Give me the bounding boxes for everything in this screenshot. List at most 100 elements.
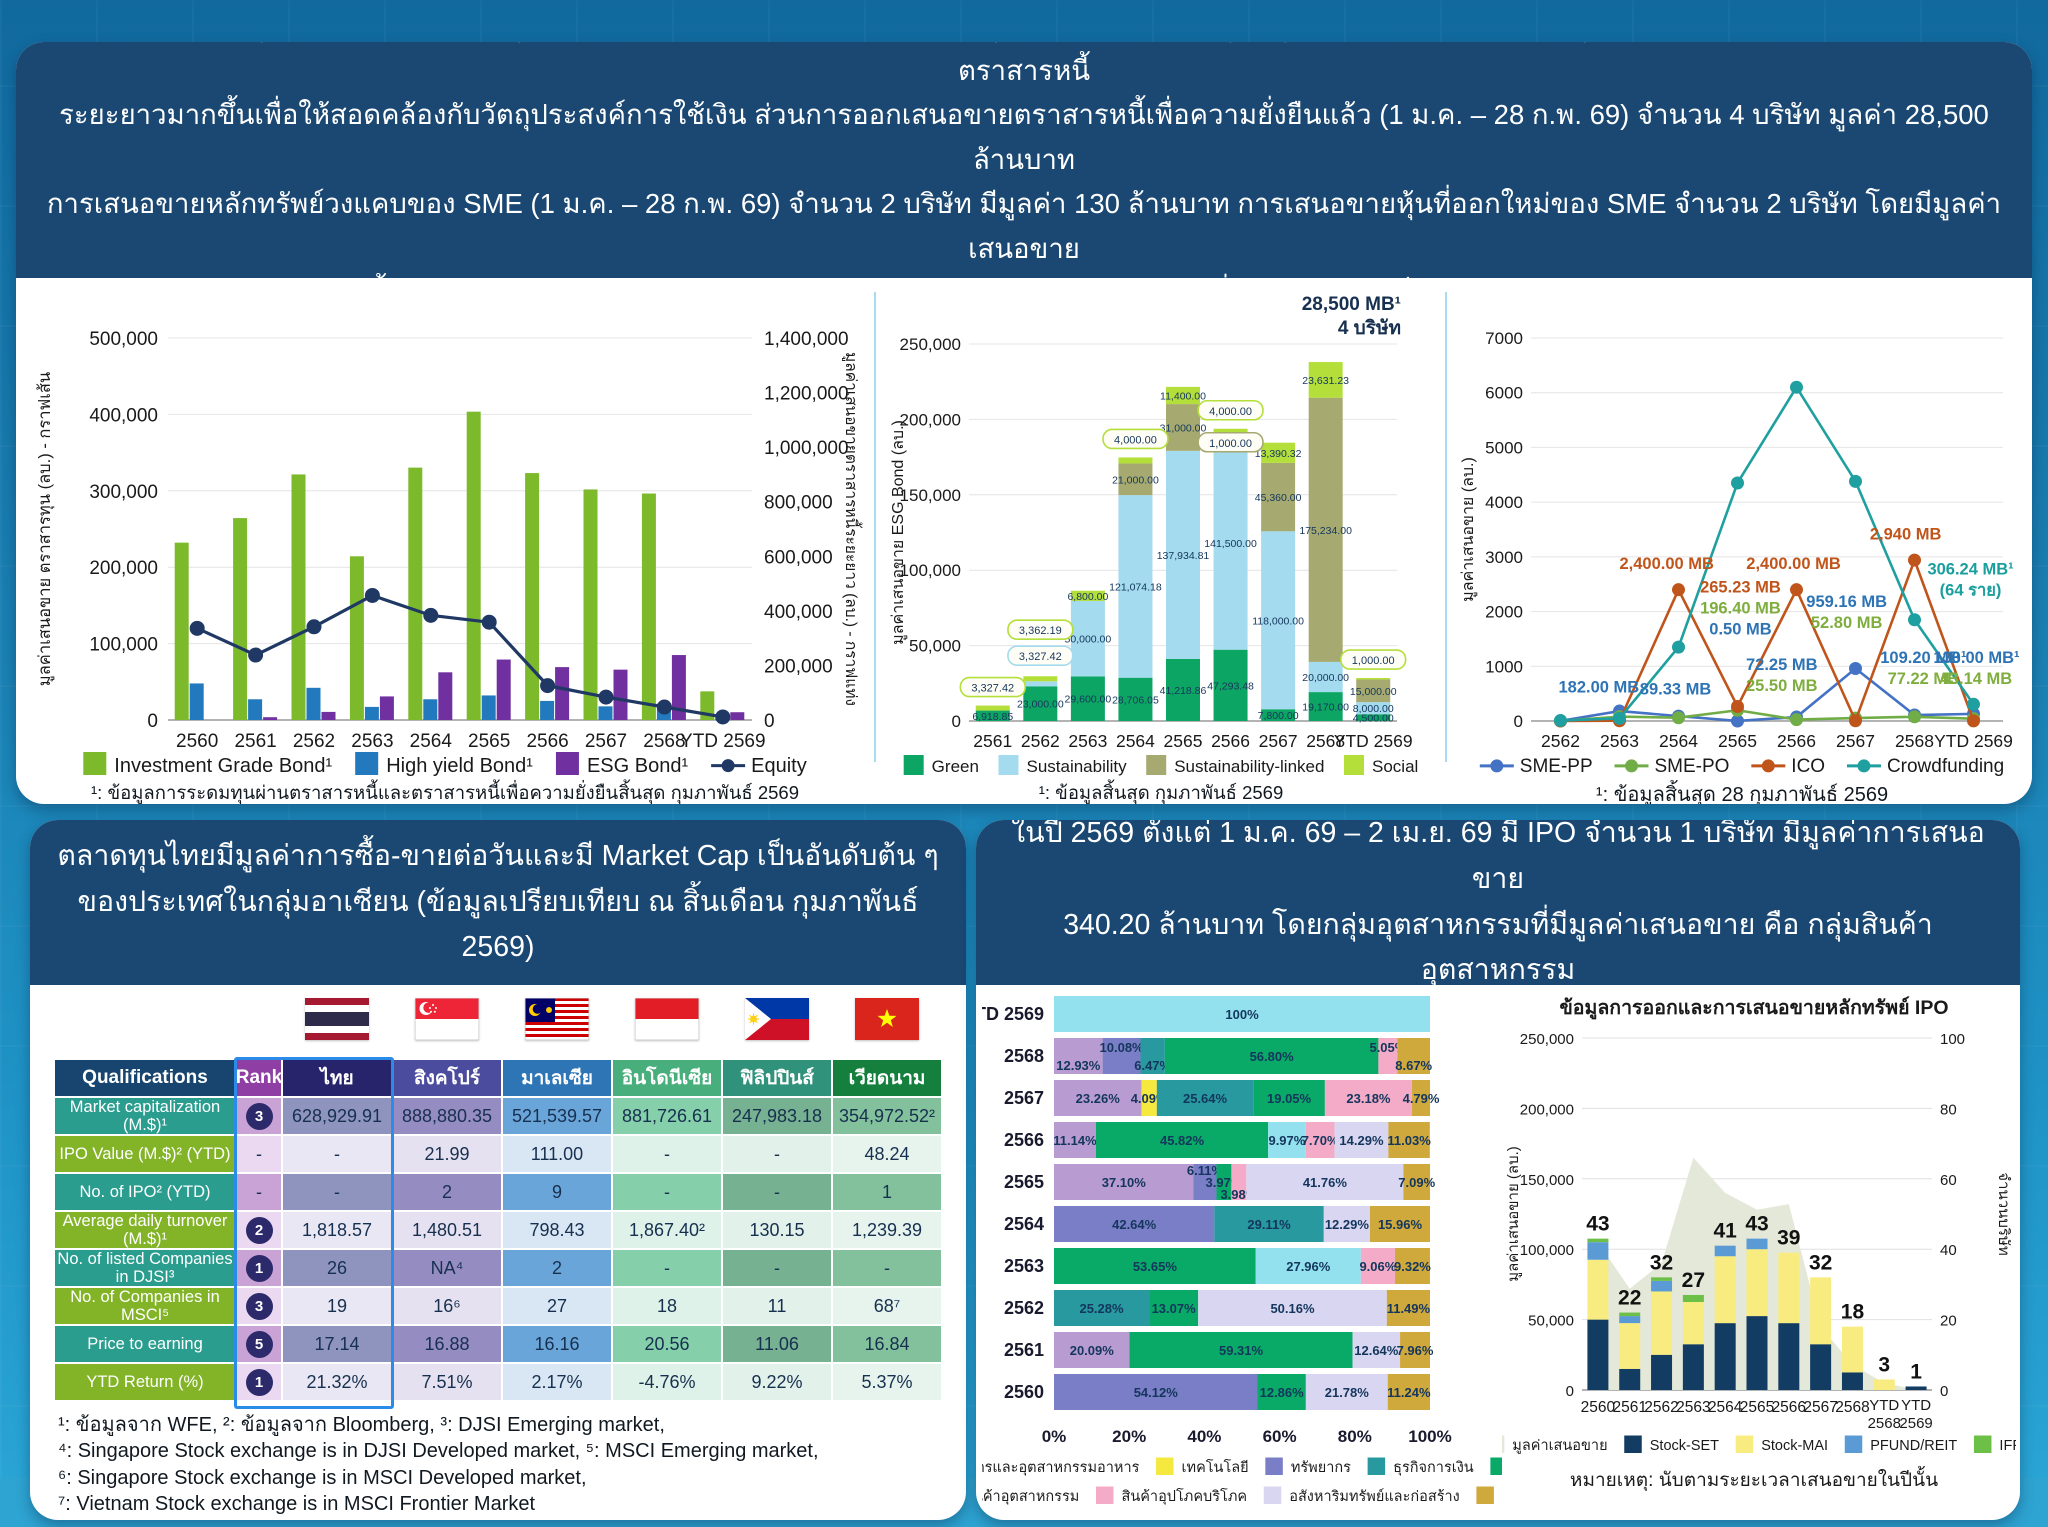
row-label: Price to earning xyxy=(55,1326,235,1362)
footnote-line: ⁶: Singapore Stock exchange is in MSCI D… xyxy=(58,1466,587,1489)
svg-text:13.07%: 13.07% xyxy=(1152,1301,1197,1316)
svg-text:2565: 2565 xyxy=(468,731,510,752)
svg-text:121,074.18: 121,074.18 xyxy=(1109,581,1162,593)
svg-text:50,000: 50,000 xyxy=(1528,1313,1574,1330)
svg-text:2560: 2560 xyxy=(1581,1399,1616,1416)
svg-text:2566: 2566 xyxy=(1777,731,1816,751)
svg-text:4,000.00: 4,000.00 xyxy=(1114,434,1157,446)
svg-text:¹: ข้อมูลการระดมทุนผ่านตราสารห: ¹: ข้อมูลการระดมทุนผ่านตราสารหนี้และตราส… xyxy=(91,779,799,804)
svg-text:2,940 MB: 2,940 MB xyxy=(1870,525,1942,543)
svg-text:150,000: 150,000 xyxy=(900,486,961,505)
svg-text:2568: 2568 xyxy=(1895,731,1934,751)
svg-text:100,000: 100,000 xyxy=(900,561,961,580)
svg-text:4,000.00: 4,000.00 xyxy=(1209,406,1252,418)
svg-text:ข้อมูลการออกและการเสนอขายหลักท: ข้อมูลการออกและการเสนอขายหลักทรัพย์ IPO xyxy=(1559,996,1948,1021)
svg-text:High yield Bond¹: High yield Bond¹ xyxy=(386,755,533,777)
svg-text:39: 39 xyxy=(1777,1227,1800,1250)
value-cell: - xyxy=(723,1136,831,1172)
svg-text:27: 27 xyxy=(1682,1269,1705,1292)
svg-text:0: 0 xyxy=(952,712,961,731)
svg-text:600,000: 600,000 xyxy=(764,547,833,568)
svg-text:22: 22 xyxy=(1618,1287,1641,1310)
svg-text:37.10%: 37.10% xyxy=(1102,1175,1147,1190)
flag-philippines-icon xyxy=(745,998,809,1040)
equity-line xyxy=(189,587,731,725)
svg-text:15.96%: 15.96% xyxy=(1378,1217,1423,1232)
value-cell: 1,818.57 xyxy=(283,1212,391,1248)
svg-text:41: 41 xyxy=(1714,1220,1738,1243)
svg-text:3,327.42: 3,327.42 xyxy=(971,683,1014,695)
svg-text:28,500 MB¹: 28,500 MB¹ xyxy=(1302,294,1401,315)
table-header-3: สิงคโปร์ xyxy=(393,1060,501,1096)
svg-text:0: 0 xyxy=(1940,1383,1948,1400)
svg-text:2566: 2566 xyxy=(1772,1399,1806,1416)
table-header-0: Qualifications xyxy=(55,1060,235,1096)
svg-text:2566: 2566 xyxy=(526,731,568,752)
svg-text:มูลค่าเสนอขาย ตราสารทุน (ลบ.): มูลค่าเสนอขาย ตราสารทุน (ลบ.) - กราฟเส้น xyxy=(36,372,55,686)
svg-text:2569: 2569 xyxy=(1899,1415,1932,1432)
svg-text:1: 1 xyxy=(1910,1360,1922,1383)
svg-text:9.06%: 9.06% xyxy=(1359,1259,1396,1274)
svg-text:141,500.00: 141,500.00 xyxy=(1204,538,1257,550)
svg-text:2563: 2563 xyxy=(1676,1399,1710,1416)
value-cell: 18 xyxy=(613,1288,721,1324)
svg-text:YTD 2569: YTD 2569 xyxy=(1334,731,1413,751)
rank-badge: 5 xyxy=(245,1330,273,1358)
value-cell: 16.84 xyxy=(833,1326,941,1362)
svg-text:2568: 2568 xyxy=(1004,1046,1044,1066)
footnote-line: ¹: ข้อมูลจาก WFE, ²: ข้อมูลจาก Bloomberg… xyxy=(58,1414,665,1436)
rank-badge: 1 xyxy=(245,1368,273,1396)
svg-text:100: 100 xyxy=(1940,1031,1965,1048)
svg-text:250,000: 250,000 xyxy=(1520,1031,1574,1048)
svg-text:60%: 60% xyxy=(1263,1427,1297,1446)
svg-text:11,400.00: 11,400.00 xyxy=(1160,390,1206,402)
svg-text:2562: 2562 xyxy=(293,731,335,752)
svg-text:3: 3 xyxy=(1878,1353,1890,1376)
rank-cell: 2 xyxy=(237,1212,281,1248)
svg-text:3,362.19: 3,362.19 xyxy=(1019,625,1062,637)
ipo-issuance-chart: ข้อมูลการออกและการเสนอขายหลักทรัพย์ IPO 0… xyxy=(1502,996,2016,1492)
market-table-footnotes: ¹: ข้อมูลจาก WFE, ²: ข้อมูลจาก Bloomberg… xyxy=(58,1412,819,1518)
banner-line-1: ในปี 2569 ภาคธุรกิจยังคงมีการระดมทุนอย่า… xyxy=(958,54,1090,86)
svg-text:2567: 2567 xyxy=(585,731,627,752)
svg-text:109.20 MB¹: 109.20 MB¹ xyxy=(1880,649,1966,667)
svg-text:29.11%: 29.11% xyxy=(1247,1217,1291,1232)
svg-text:23.18%: 23.18% xyxy=(1346,1091,1391,1106)
svg-text:100,000: 100,000 xyxy=(1520,1242,1574,1259)
svg-text:28,706.05: 28,706.05 xyxy=(1112,694,1159,706)
chart-divider xyxy=(1445,292,1447,762)
bar-series-3 xyxy=(263,655,745,720)
value-cell: 521,539.57 xyxy=(503,1098,611,1134)
svg-text:12.93%: 12.93% xyxy=(1056,1058,1101,1073)
svg-text:1,400,000: 1,400,000 xyxy=(764,329,849,350)
value-cell: 26 xyxy=(283,1250,391,1286)
svg-text:29,600.00: 29,600.00 xyxy=(1065,694,1112,706)
svg-text:YTD 2569: YTD 2569 xyxy=(982,1004,1044,1024)
svg-text:4,500.00: 4,500.00 xyxy=(1353,713,1394,725)
sme-ico-crowdfunding-chart: 0 1000 2000 3000 4000 5000 6000 7000 2562 2563 256… xyxy=(1460,329,2020,804)
svg-text:2565: 2565 xyxy=(1718,731,1757,751)
asean-market-card: ตลาดทุนไทยมีมูลค่าการซื้อ-ขายต่อวันและมี… xyxy=(30,820,966,1520)
svg-text:2566: 2566 xyxy=(1004,1130,1044,1150)
value-cell: - xyxy=(283,1174,391,1210)
svg-text:จำนวนบริษัท: จำนวนบริษัท xyxy=(1995,1172,2012,1256)
svg-text:11.14%: 11.14% xyxy=(1053,1133,1097,1148)
svg-text:Sustainability-linked: Sustainability-linked xyxy=(1174,757,1324,776)
svg-text:23.26%: 23.26% xyxy=(1076,1091,1121,1106)
svg-text:2567: 2567 xyxy=(1259,731,1298,751)
svg-text:50,000: 50,000 xyxy=(909,637,961,656)
rank-badge: 2 xyxy=(245,1216,273,1244)
svg-text:2567: 2567 xyxy=(1836,731,1875,751)
svg-text:2561: 2561 xyxy=(1612,1399,1646,1416)
svg-text:89.33 MB: 89.33 MB xyxy=(1640,681,1712,699)
rank-cell: - xyxy=(237,1136,281,1172)
value-cell: 130.15 xyxy=(723,1212,831,1248)
svg-text:YTD 2569: YTD 2569 xyxy=(1934,731,2013,751)
value-cell: - xyxy=(613,1174,721,1210)
footnote-line: ⁷: Vietnam Stock exchange is in MSCI Fro… xyxy=(58,1493,536,1516)
rank-badge: 1 xyxy=(245,1254,273,1282)
svg-text:0: 0 xyxy=(1566,1383,1574,1400)
svg-text:เกษตรและอุตสาหกรรมอาหาร: เกษตรและอุตสาหกรรมอาหาร xyxy=(982,1460,1140,1476)
table-header-6: ฟิลิปปินส์ xyxy=(723,1060,831,1096)
svg-text:40: 40 xyxy=(1940,1242,1957,1259)
